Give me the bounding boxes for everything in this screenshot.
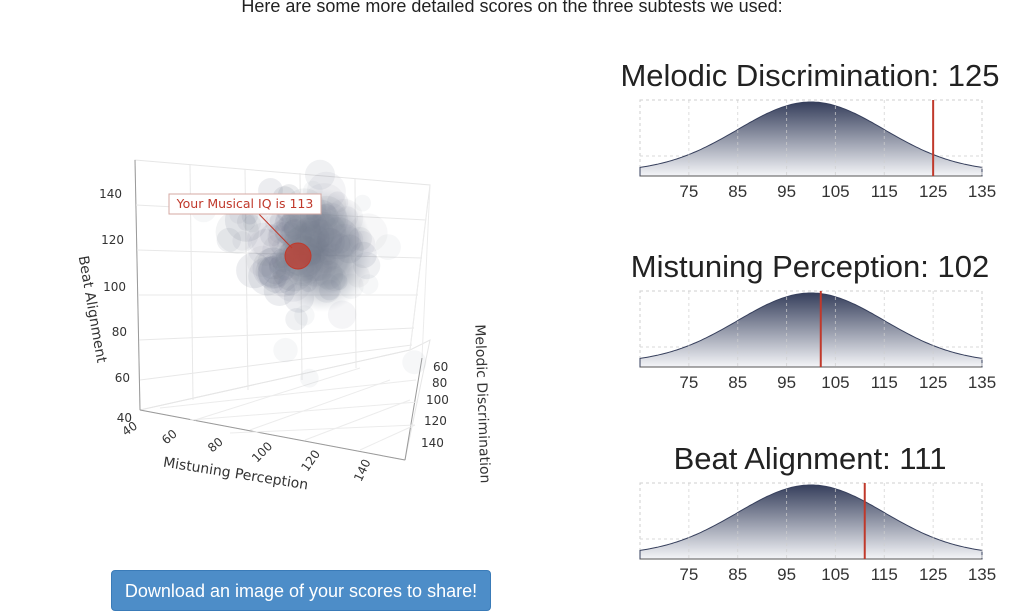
x-tick: 100: [249, 439, 275, 465]
cloud-point: [402, 350, 427, 375]
x-tick-label: 105: [821, 565, 849, 584]
x-tick-label: 105: [821, 373, 849, 392]
cloud-point: [246, 245, 278, 277]
beat-alignment-ticks: 140 120 100 80 60 40: [99, 187, 132, 425]
scatter-3d-chart[interactable]: Your Musical IQ is 113 140 120 100 80 60…: [60, 140, 500, 500]
beat-distribution-chart[interactable]: 75 85 95 105 115 125 135: [600, 477, 1020, 587]
annotation-box: [168, 193, 322, 215]
distribution-curve: [639, 292, 983, 368]
z-tick: 140: [421, 436, 444, 450]
cloud-point: [375, 234, 401, 260]
x-tick-label: 85: [728, 182, 747, 201]
user-score-marker[interactable]: [284, 242, 312, 270]
x-tick-label: 125: [919, 373, 947, 392]
x-tick-label: 75: [679, 373, 698, 392]
cloud-point: [216, 227, 241, 253]
x-tick: 60: [159, 427, 180, 448]
x-tick-label: 95: [777, 182, 796, 201]
cloud-core: [272, 188, 372, 312]
scatter-3d-svg[interactable]: Your Musical IQ is 113 140 120 100 80 60…: [60, 140, 500, 500]
y-tick: 100: [103, 280, 126, 294]
x-tick-label: 105: [821, 182, 849, 201]
cloud-point: [294, 305, 315, 326]
x-axis-label: Mistuning Perception: [162, 455, 309, 494]
melodic-title: Melodic Discrimination: 125: [620, 58, 1000, 93]
x-tick-label: 85: [728, 565, 747, 584]
cloud-point: [236, 252, 272, 289]
x-tick-label: 115: [871, 373, 898, 392]
melodic-panel: Melodic Discrimination: 125 75 85 95 105 115…: [600, 58, 1020, 204]
cloud-point: [232, 231, 252, 251]
cloud-point: [273, 337, 298, 363]
cloud-point: [305, 159, 335, 190]
x-tick-label: 95: [777, 565, 796, 584]
cloud-point: [243, 214, 261, 233]
beat-title: Beat Alignment: 111: [673, 441, 947, 476]
cloud-point: [285, 308, 308, 331]
z-tick: 80: [432, 376, 447, 390]
annotation-leader: [254, 209, 293, 249]
distribution-curve: [639, 101, 983, 177]
y-tick: 80: [112, 325, 127, 339]
mistuning-panel: Mistuning Perception: 102 75 85 95 105 115 12…: [600, 249, 1020, 395]
z-tick: 120: [424, 414, 447, 428]
y-axis-label: Beat Alignment: [75, 255, 110, 365]
z-axis-label: Melodic Discrimination: [471, 324, 493, 484]
y-tick: 120: [101, 233, 124, 247]
x-tick: 140: [351, 457, 373, 484]
x-tick-label: 135: [968, 373, 996, 392]
distribution-curve: [639, 484, 983, 560]
x-tick-label: 115: [871, 565, 898, 584]
x-tick: 120: [298, 447, 323, 474]
cloud-point: [237, 212, 256, 231]
annotation-text: Your Musical IQ is 113: [176, 196, 314, 211]
x-tick: 80: [205, 435, 226, 456]
cloud-point: [215, 210, 259, 254]
x-tick-label: 115: [871, 182, 898, 201]
x-tick-label: 125: [919, 565, 947, 584]
cloud-point: [354, 194, 371, 212]
x-tick-label: 135: [968, 565, 996, 584]
x-tick-label: 135: [968, 182, 996, 201]
z-tick: 100: [426, 393, 449, 407]
cloud-point: [299, 368, 319, 388]
y-tick: 140: [99, 187, 122, 201]
x-tick-label: 75: [679, 565, 698, 584]
intro-text: Here are some more detailed scores on th…: [241, 0, 783, 16]
x-tick-label: 95: [777, 373, 796, 392]
x-tick-label: 125: [919, 182, 947, 201]
y-tick: 60: [115, 371, 130, 385]
melodic-ticks: 60 80 100 120 140: [421, 360, 449, 450]
mistuning-distribution-chart[interactable]: 75 85 95 105 115 125 135: [600, 285, 1020, 395]
x-tick-label: 75: [679, 182, 698, 201]
beat-panel: Beat Alignment: 111 75 85 95 105 115 125 135: [600, 441, 1020, 587]
z-tick: 60: [433, 360, 448, 374]
melodic-distribution-chart[interactable]: 75 85 95 105 115 125 135: [600, 94, 1020, 204]
y-tick: 40: [117, 411, 132, 425]
cloud-point: [246, 222, 280, 256]
mistuning-title: Mistuning Perception: 102: [630, 249, 990, 284]
x-tick-label: 85: [728, 373, 747, 392]
download-image-button[interactable]: Download an image of your scores to shar…: [111, 570, 491, 611]
